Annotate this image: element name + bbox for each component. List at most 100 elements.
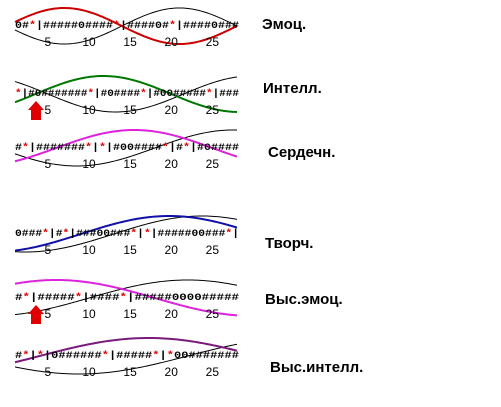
code-row: 0#*|#####0#### *|####0# *|####0###: [15, 20, 239, 32]
code-asterisk: *: [85, 142, 92, 154]
x-tick-label: 20: [165, 35, 179, 49]
code-segment: |#0#######: [22, 88, 88, 100]
x-tick-label: 15: [123, 307, 137, 321]
code-asterisk: *: [63, 228, 70, 240]
x-tick-label: 5: [45, 157, 52, 171]
series-line-main: [14, 74, 238, 113]
code-asterisk: *: [206, 88, 213, 100]
code-row: 0### *|#*|###00### *|*|#####00### *|: [15, 228, 239, 240]
code-asterisk: *: [37, 350, 44, 362]
x-tick-label: 5: [45, 243, 52, 257]
series-line-reference: [14, 215, 238, 253]
code-segment: 0###: [15, 228, 42, 240]
x-tick-label: 5: [45, 35, 52, 49]
x-tick-label: 25: [206, 157, 220, 171]
code-segment: |#00#####: [147, 88, 206, 100]
code-asterisk: *: [15, 88, 22, 100]
red-up-arrow-icon: [28, 101, 44, 120]
x-tick-label: 15: [123, 243, 137, 257]
code-asterisk: *: [140, 88, 147, 100]
code-asterisk: *: [29, 20, 36, 32]
x-tick-label: 15: [123, 157, 137, 171]
panel-label: Творч.: [265, 235, 313, 252]
code-segment: |: [137, 228, 144, 240]
series-line-main: [14, 337, 238, 364]
series-line-reference: [14, 7, 238, 45]
code-asterisk: *: [152, 350, 159, 362]
series-line-reference: [14, 279, 238, 316]
panel-3: #*|####### *|*|#00#### *|#*|#0####5 10 15 20 2…: [14, 128, 335, 171]
x-tick-label: 25: [206, 365, 220, 379]
series-line-main: [14, 279, 238, 317]
series-line-reference: [14, 129, 238, 167]
panel-4: 0### *|#*|###00### *|*|#####00### *|5 10 15 20…: [14, 215, 313, 257]
code-segment: |####0#: [120, 20, 169, 32]
code-segment: |####: [82, 292, 119, 304]
code-segment: 00#######: [174, 350, 239, 362]
x-tick-label: 10: [82, 365, 96, 379]
x-tick-label: 10: [82, 103, 96, 117]
code-segment: |#####: [109, 350, 152, 362]
code-segment: #: [15, 142, 22, 154]
code-segment: |#####0####: [36, 20, 113, 32]
panel-label: Выс.эмоц.: [265, 291, 343, 308]
code-asterisk: *: [99, 142, 106, 154]
panel-6: #*|*|0###### *|##### *|*00#######5 10 15 20 25…: [14, 337, 363, 379]
code-asterisk: *: [87, 88, 94, 100]
x-tick-label: 10: [82, 35, 96, 49]
series-line-main: [14, 7, 238, 45]
code-asterisk: *: [183, 142, 190, 154]
x-tick-label: 10: [82, 243, 96, 257]
code-segment: |#0####: [190, 142, 239, 154]
x-tick-label: 20: [165, 365, 179, 379]
x-tick-label: 5: [45, 307, 52, 321]
code-asterisk: *: [144, 228, 151, 240]
x-tick-label: 20: [165, 157, 179, 171]
code-asterisk: *: [102, 350, 109, 362]
code-segment: |#: [49, 228, 63, 240]
x-tick-label: 25: [206, 307, 220, 321]
x-tick-label: 20: [165, 307, 179, 321]
code-asterisk: *: [169, 20, 176, 32]
x-tick-label: 20: [165, 243, 179, 257]
x-tick-label: 15: [123, 365, 137, 379]
code-segment: 0#: [15, 20, 29, 32]
code-asterisk: *: [42, 228, 49, 240]
code-segment: |#####0000#####: [127, 292, 239, 304]
code-segment: |: [29, 350, 36, 362]
x-tick-label: 10: [82, 157, 96, 171]
x-tick-label: 5: [45, 365, 52, 379]
code-asterisk: *: [225, 228, 232, 240]
code-row: #*|*|0###### *|##### *|*00#######: [15, 350, 239, 362]
x-tick-label: 25: [206, 103, 220, 117]
red-up-arrow-icon: [28, 305, 44, 324]
panel-label: Эмоц.: [262, 16, 306, 33]
code-asterisk: *: [167, 350, 174, 362]
x-tick-label: 15: [123, 103, 137, 117]
x-tick-label: 20: [165, 103, 179, 117]
code-segment: |: [92, 142, 99, 154]
code-segment: |#: [169, 142, 183, 154]
code-row: *|#0####### *|#0#### *|#00##### *|###: [15, 88, 239, 100]
series-line-main: [14, 215, 238, 252]
code-segment: |#####00###: [151, 228, 226, 240]
series-line-main: [14, 128, 238, 163]
code-segment: |: [232, 228, 239, 240]
panel-label: Интелл.: [263, 80, 322, 97]
code-asterisk: *: [130, 228, 137, 240]
panel-label: Выс.интелл.: [270, 359, 363, 376]
code-segment: #: [15, 350, 22, 362]
code-asterisk: *: [113, 20, 120, 32]
code-segment: |###: [213, 88, 239, 100]
code-segment: |0######: [44, 350, 102, 362]
code-segment: |###00###: [69, 228, 130, 240]
code-asterisk: *: [162, 142, 169, 154]
x-tick-label: 10: [82, 307, 96, 321]
code-asterisk: *: [120, 292, 127, 304]
x-tick-label: 25: [206, 243, 220, 257]
code-segment: #: [15, 292, 22, 304]
code-asterisk: *: [22, 350, 29, 362]
code-segment: |: [160, 350, 167, 362]
x-tick-label: 25: [206, 35, 220, 49]
x-tick-label: 15: [123, 35, 137, 49]
